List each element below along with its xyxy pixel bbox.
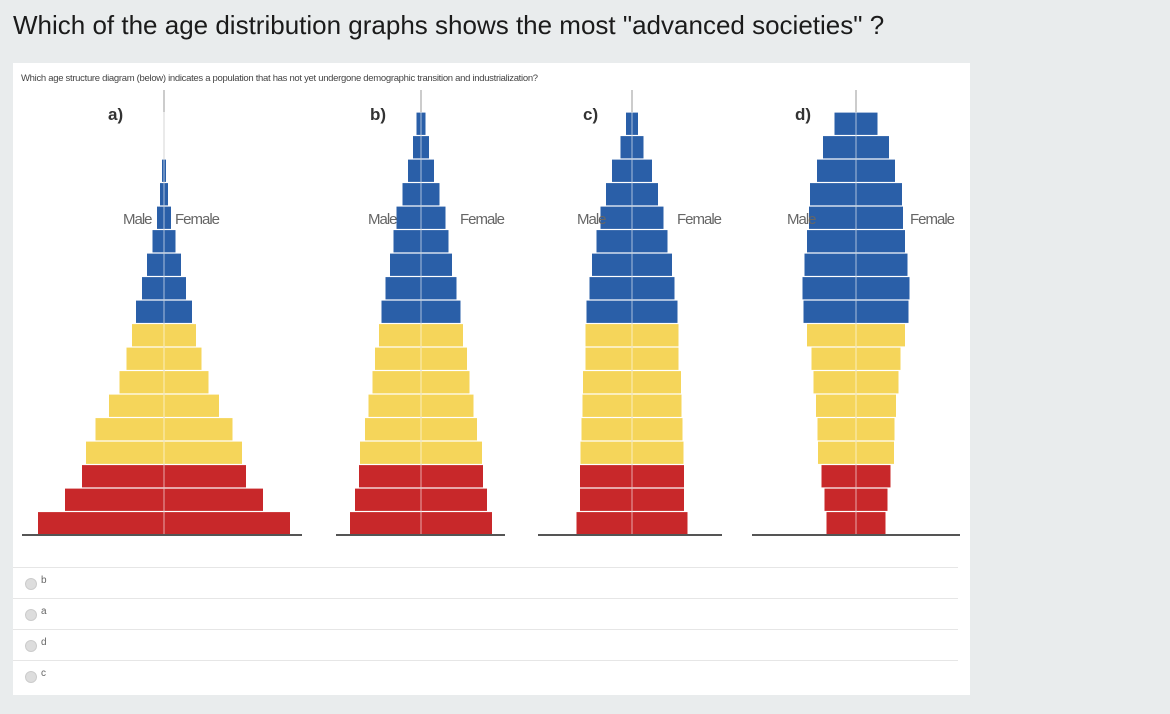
answer-option[interactable]: d	[13, 629, 958, 661]
radio-button[interactable]	[25, 578, 37, 590]
age-structure-diagrams: a) Male Female b) Male Female c) Male Female d) Ma…	[22, 90, 960, 536]
answer-option[interactable]: b	[13, 567, 958, 599]
male-label: Male	[368, 211, 397, 228]
question-panel: a) Male Female b) Male Female c) Male Female d) Ma…	[13, 63, 970, 695]
option-label: b	[41, 575, 47, 586]
radio-button[interactable]	[25, 640, 37, 652]
radio-button[interactable]	[25, 671, 37, 683]
male-label: Male	[123, 211, 152, 228]
pyramid-label: b)	[370, 105, 386, 124]
male-label: Male	[577, 211, 606, 228]
option-label: c	[41, 668, 46, 679]
radio-button[interactable]	[25, 609, 37, 621]
female-label: Female	[677, 211, 722, 228]
question-text: Which of the age distribution graphs sho…	[13, 10, 885, 40]
pyramid-label: a)	[108, 105, 123, 124]
pyramid-label: c)	[583, 105, 598, 124]
option-label: d	[41, 637, 47, 648]
male-label: Male	[787, 211, 816, 228]
figure-subtitle: Which age structure diagram (below) indi…	[21, 73, 538, 84]
female-label: Female	[910, 211, 955, 228]
pyramid-label: d)	[795, 105, 811, 124]
answer-option[interactable]: c	[13, 660, 958, 692]
option-label: a	[41, 606, 47, 617]
answer-option[interactable]: a	[13, 598, 958, 630]
female-label: Female	[460, 211, 505, 228]
female-label: Female	[175, 211, 220, 228]
